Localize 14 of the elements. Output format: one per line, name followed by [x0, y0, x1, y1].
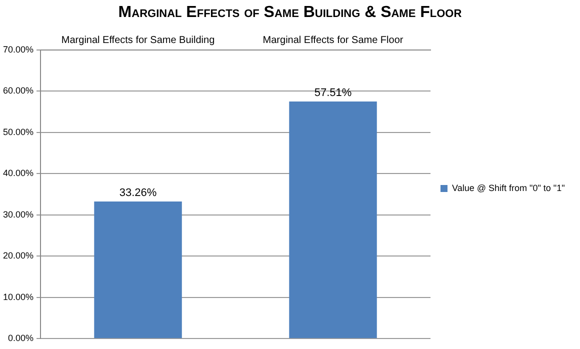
y-tick-label: 0.00% [8, 333, 34, 344]
y-tick-label: 50.00% [2, 126, 34, 137]
chart-title: Marginal Effects of Same Building & Same Floor [117, 3, 463, 23]
y-tick-label: 10.00% [2, 292, 34, 302]
y-tick-label: 20.00% [2, 250, 34, 261]
data-label: 33.26% [119, 187, 157, 200]
y-tick-label: 40.00% [2, 168, 34, 178]
x-tick-label: Marginal Effects for Same Floor [262, 34, 404, 46]
data-label: 57.51% [314, 87, 352, 100]
x-tick-label: Marginal Effects for Same Building [61, 34, 215, 46]
legend-label: Value @ Shift from "0" to "1" [452, 182, 565, 193]
y-tick-label: 70.00% [2, 44, 34, 54]
y-tick-label: 30.00% [2, 209, 34, 220]
y-tick-label: 60.00% [2, 86, 34, 96]
